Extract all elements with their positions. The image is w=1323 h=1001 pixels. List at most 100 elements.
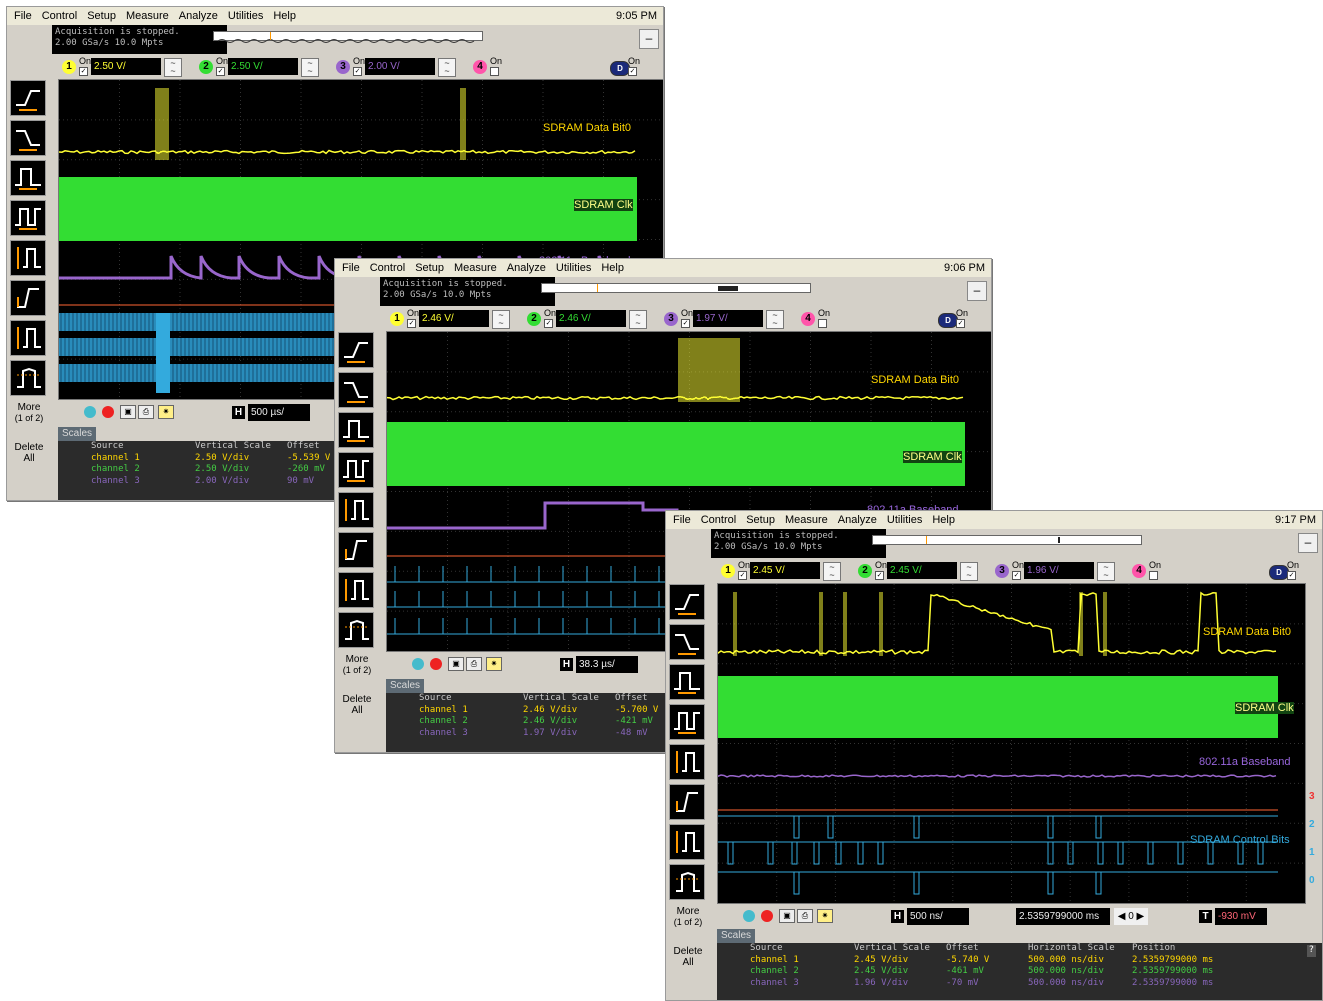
rise-time-measure-icon[interactable] <box>338 532 374 568</box>
channel-3-on-checkbox[interactable]: ✓ <box>353 67 362 76</box>
period-measure-icon[interactable] <box>669 704 705 740</box>
horizontal-position-field[interactable]: 2.5359799000 ms <box>1016 908 1110 925</box>
channel-1-icon[interactable]: 1 <box>390 312 404 326</box>
channel-1-on-checkbox[interactable]: ✓ <box>79 67 88 76</box>
menu-control[interactable]: Control <box>41 10 78 22</box>
coupling-icon[interactable]: ~ ~ <box>1097 562 1115 581</box>
coupling-icon[interactable]: ~ ~ <box>629 310 647 329</box>
horizontal-icon[interactable]: H <box>560 658 573 671</box>
channel-2-scale[interactable]: 2.45 V/ <box>887 562 957 579</box>
minimize-button[interactable]: – <box>1298 533 1318 553</box>
menu-help[interactable]: Help <box>601 262 624 274</box>
single-icon[interactable]: ▣ <box>120 405 136 419</box>
overshoot-measure-icon[interactable] <box>669 864 705 900</box>
falling-edge-trigger-icon[interactable] <box>338 372 374 408</box>
channel-3-scale[interactable]: 1.97 V/ <box>693 310 763 327</box>
menu-measure[interactable]: Measure <box>453 262 497 274</box>
channel-1-scale[interactable]: 2.50 V/ <box>91 58 161 75</box>
falling-edge-trigger-icon[interactable] <box>669 624 705 660</box>
delete-all-button[interactable]: Delete All <box>9 442 49 464</box>
brightness-icon[interactable]: ✷ <box>486 657 502 671</box>
run-icon[interactable] <box>743 910 755 922</box>
brightness-icon[interactable]: ✷ <box>817 909 833 923</box>
channel-2-scale[interactable]: 2.50 V/ <box>228 58 298 75</box>
digital-channels-button[interactable]: D <box>1269 565 1289 580</box>
minimize-button[interactable]: – <box>639 29 659 49</box>
print-icon[interactable]: ⎙ <box>466 657 482 671</box>
channel-3-icon[interactable]: 3 <box>995 564 1009 578</box>
coupling-icon[interactable]: ~ ~ <box>960 562 978 581</box>
period-measure-icon[interactable] <box>10 200 46 236</box>
memory-overview-bar[interactable] <box>213 31 483 43</box>
trigger-icon[interactable]: T <box>1199 910 1212 923</box>
channel-2-on-checkbox[interactable]: ✓ <box>216 67 225 76</box>
position-step-field[interactable]: ◀ 0 ▶ <box>1114 908 1148 925</box>
menu-file[interactable]: File <box>342 262 360 274</box>
overshoot-measure-icon[interactable] <box>10 360 46 396</box>
horizontal-scale-field[interactable]: 500 µs/ <box>248 404 310 421</box>
channel-4-icon[interactable]: 4 <box>473 60 487 74</box>
coupling-icon[interactable]: ~ ~ <box>823 562 841 581</box>
channel-3-scale[interactable]: 2.00 V/ <box>365 58 435 75</box>
channel-2-scale[interactable]: 2.46 V/ <box>556 310 626 327</box>
channel-4-icon[interactable]: 4 <box>1132 564 1146 578</box>
trigger-level-field[interactable]: -930 mV <box>1215 908 1267 925</box>
menu-measure[interactable]: Measure <box>125 10 169 22</box>
rise-time-measure-icon[interactable] <box>10 280 46 316</box>
channel-1-on-checkbox[interactable]: ✓ <box>407 319 416 328</box>
channel-1-icon[interactable]: 1 <box>721 564 735 578</box>
single-icon[interactable]: ▣ <box>779 909 795 923</box>
menu-utilities[interactable]: Utilities <box>555 262 592 274</box>
memory-overview-bar[interactable] <box>541 283 811 293</box>
pulse-width-trigger-icon[interactable] <box>669 664 705 700</box>
pulse-width-trigger-icon[interactable] <box>338 412 374 448</box>
menu-setup[interactable]: Setup <box>415 262 444 274</box>
menu-analyze[interactable]: Analyze <box>506 262 546 274</box>
print-icon[interactable]: ⎙ <box>797 909 813 923</box>
delete-all-button[interactable]: Delete All <box>337 694 377 716</box>
rising-edge-trigger-icon[interactable] <box>669 584 705 620</box>
menu-analyze[interactable]: Analyze <box>178 10 218 22</box>
coupling-icon[interactable]: ~ ~ <box>766 310 784 329</box>
channel-3-icon[interactable]: 3 <box>664 312 678 326</box>
rise-time-measure-icon[interactable] <box>669 784 705 820</box>
top-base-measure-icon[interactable] <box>10 320 46 356</box>
channel-2-icon[interactable]: 2 <box>858 564 872 578</box>
run-icon[interactable] <box>84 406 96 418</box>
period-measure-icon[interactable] <box>338 452 374 488</box>
stop-icon[interactable] <box>430 658 442 670</box>
rising-edge-trigger-icon[interactable] <box>338 332 374 368</box>
channel-2-icon[interactable]: 2 <box>199 60 213 74</box>
delete-all-button[interactable]: Delete All <box>668 946 708 968</box>
channel-2-on-checkbox[interactable]: ✓ <box>544 319 553 328</box>
channel-1-scale[interactable]: 2.46 V/ <box>419 310 489 327</box>
channel-4-on-checkbox[interactable] <box>818 319 827 328</box>
more-button[interactable]: More (1 of 2) <box>337 654 377 676</box>
digital-channels-button[interactable]: D <box>938 313 958 328</box>
overshoot-measure-icon[interactable] <box>338 612 374 648</box>
help-button[interactable]: ? <box>1306 945 1316 957</box>
amplitude-measure-icon[interactable] <box>10 240 46 276</box>
channel-4-on-checkbox[interactable] <box>1149 571 1158 580</box>
channel-1-icon[interactable]: 1 <box>62 60 76 74</box>
top-base-measure-icon[interactable] <box>669 824 705 860</box>
channel-3-on-checkbox[interactable]: ✓ <box>1012 571 1021 580</box>
top-base-measure-icon[interactable] <box>338 572 374 608</box>
print-icon[interactable]: ⎙ <box>138 405 154 419</box>
menu-utilities[interactable]: Utilities <box>227 10 264 22</box>
channel-3-on-checkbox[interactable]: ✓ <box>681 319 690 328</box>
menu-control[interactable]: Control <box>369 262 406 274</box>
stop-icon[interactable] <box>761 910 773 922</box>
more-button[interactable]: More (1 of 2) <box>668 906 708 928</box>
scales-tab[interactable]: Scales <box>386 679 425 693</box>
brightness-icon[interactable]: ✷ <box>158 405 174 419</box>
coupling-icon[interactable]: ~ ~ <box>301 58 319 77</box>
stop-icon[interactable] <box>102 406 114 418</box>
falling-edge-trigger-icon[interactable] <box>10 120 46 156</box>
menu-analyze[interactable]: Analyze <box>837 514 877 526</box>
amplitude-measure-icon[interactable] <box>338 492 374 528</box>
channel-2-on-checkbox[interactable]: ✓ <box>875 571 884 580</box>
coupling-icon[interactable]: ~ ~ <box>164 58 182 77</box>
scales-tab[interactable]: Scales <box>58 427 97 441</box>
waveform-display[interactable]: SDRAM Data Bit0 SDRAM Clk 802.11a Baseba… <box>717 583 1306 904</box>
